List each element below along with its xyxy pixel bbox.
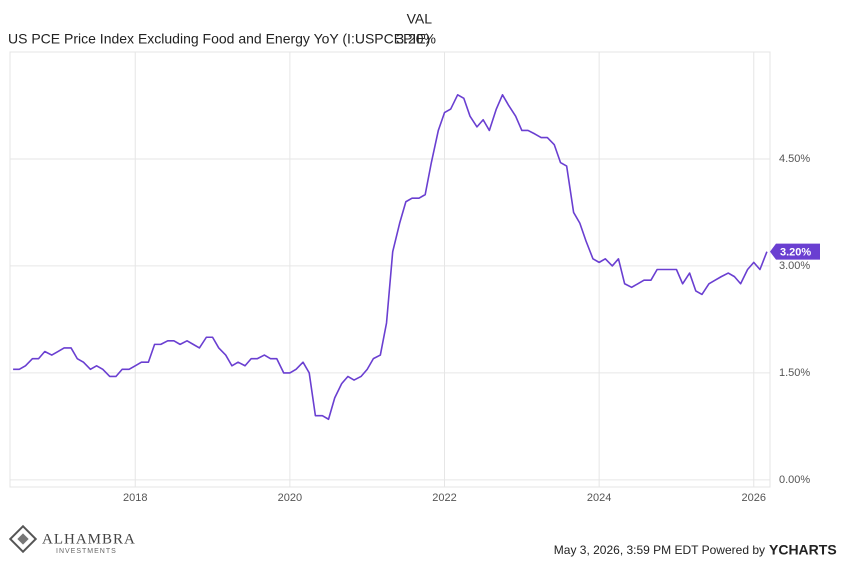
y-tick-label: 3.00% xyxy=(779,260,810,272)
logo-name: ALHAMBRA xyxy=(42,531,136,547)
last-value-badge xyxy=(770,243,820,260)
logo-sub: INVESTMENTS xyxy=(56,548,117,555)
x-tick-label: 2026 xyxy=(742,492,766,504)
last-value-label: 3.20% xyxy=(780,247,811,259)
y-tick-label: 4.50% xyxy=(779,153,810,165)
x-tick-label: 2018 xyxy=(123,492,147,504)
x-tick-label: 2020 xyxy=(278,492,302,504)
series-line xyxy=(13,93,768,421)
series-value: 3.20% xyxy=(396,31,436,47)
x-tick-label: 2024 xyxy=(587,492,611,504)
plot-area xyxy=(9,51,771,488)
brand: YCHARTS xyxy=(769,542,837,558)
x-tick-label: 2022 xyxy=(432,492,456,504)
footer: May 3, 2026, 3:59 PM EDT Powered by xyxy=(554,543,765,557)
logo-icon xyxy=(8,524,38,554)
header-col: VAL xyxy=(407,11,433,27)
y-tick-label: 0.00% xyxy=(779,474,810,486)
y-tick-label: 1.50% xyxy=(779,367,810,379)
series-name: US PCE Price Index Excluding Food and En… xyxy=(8,31,430,47)
